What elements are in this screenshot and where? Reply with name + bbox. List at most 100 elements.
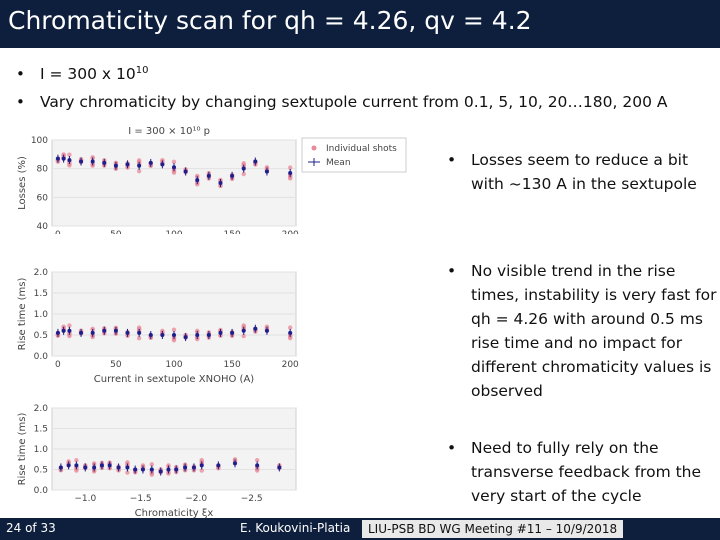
mean-point xyxy=(288,170,293,175)
shot-point xyxy=(61,324,66,329)
y-tick-label: 0.0 xyxy=(34,352,49,362)
shot-point xyxy=(149,462,155,467)
mean-point xyxy=(230,330,235,335)
y-tick-label: 60 xyxy=(37,193,49,203)
shot-point xyxy=(90,155,95,160)
mean-point xyxy=(172,333,176,337)
mean-point xyxy=(58,465,63,470)
bullet-chromaticity-text: Vary chromaticity by changing sextupole … xyxy=(40,93,668,111)
mean-point xyxy=(125,465,130,470)
mean-point xyxy=(113,328,118,333)
y-tick-label: 2.0 xyxy=(34,404,49,414)
chart-title: I = 300 × 10¹⁰ p xyxy=(128,126,210,137)
shot-point xyxy=(241,161,246,166)
shot-point xyxy=(136,158,142,163)
mean-point xyxy=(92,465,97,470)
legend-box xyxy=(301,137,407,173)
mean-point xyxy=(107,463,112,468)
mean-point xyxy=(74,463,79,468)
mean-point xyxy=(206,333,211,337)
footer-author: E. Koukovini-Platia xyxy=(240,521,351,535)
mean-point xyxy=(83,465,88,470)
shot-point xyxy=(199,468,204,473)
legend-shots-label: Individual shots xyxy=(326,144,397,154)
shot-point xyxy=(195,173,200,179)
bullet-chromaticity: • Vary chromaticity by changing sextupol… xyxy=(14,88,667,116)
mean-point xyxy=(102,328,107,333)
mean-point xyxy=(125,162,130,167)
shot-point xyxy=(241,323,246,328)
mean-point xyxy=(79,159,84,164)
shot-point xyxy=(61,152,66,157)
y-axis-label: Rise time (ms) xyxy=(17,278,28,351)
bullet-dot: • xyxy=(16,65,25,83)
bullet-intensity: • I = 300 x 1010 xyxy=(14,60,667,88)
mean-point xyxy=(255,463,260,468)
shot-point xyxy=(136,169,142,174)
shot-point xyxy=(136,325,142,330)
mean-point xyxy=(199,463,204,468)
shot-point xyxy=(254,458,260,463)
mean-point xyxy=(288,330,293,335)
shot-point xyxy=(287,165,293,170)
mean-point xyxy=(149,467,154,472)
x-tick-label: 50 xyxy=(110,230,122,234)
bullet-dot: • xyxy=(447,439,457,457)
right-bullet-losses-text: Losses seem to reduce a bit with ~130 A … xyxy=(471,151,697,193)
mean-point xyxy=(253,159,258,164)
mean-point xyxy=(230,173,235,178)
mean-point xyxy=(99,463,104,468)
footer-bar: 24 of 33 E. Koukovini-Platia LIU-PSB BD … xyxy=(0,518,720,540)
shot-point xyxy=(160,157,165,163)
page-number: 24 of 33 xyxy=(6,521,56,535)
x-tick-label: 50 xyxy=(110,360,122,370)
shot-point xyxy=(264,324,270,329)
mean-point xyxy=(277,465,282,470)
mean-point xyxy=(125,330,130,335)
shot-point xyxy=(67,152,72,157)
y-tick-label: 1.5 xyxy=(34,289,48,299)
legend-shots-marker xyxy=(311,145,317,151)
x-axis-label: Current in sextupole XNOHO (A) xyxy=(94,374,254,385)
shot-point xyxy=(91,461,97,466)
bullet-dot: • xyxy=(447,151,457,169)
x-tick-label: 200 xyxy=(282,230,299,234)
shot-point xyxy=(264,165,270,170)
shot-point xyxy=(171,159,177,165)
mean-point xyxy=(158,469,163,474)
mean-point xyxy=(61,156,66,161)
mean-point xyxy=(172,165,176,170)
bullet-intensity-base: I = 300 x 10 xyxy=(40,65,136,83)
x-tick-label: 150 xyxy=(224,230,241,234)
mean-point xyxy=(253,326,258,331)
x-axis-label: Chromaticity ξx xyxy=(135,508,214,519)
shot-point xyxy=(171,327,177,332)
mean-point xyxy=(137,330,142,335)
mean-point xyxy=(66,463,71,468)
right-bullet-rise-times-text: No visible trend in the rise times, inst… xyxy=(471,262,717,400)
mean-point xyxy=(206,173,211,178)
rise-time-chromaticity-plot: 0.0 0.5 1.0 1.5 2.0 −1.0 −1.5 −2.0 −2.5 Rise time… xyxy=(17,404,297,519)
y-tick-label: 2.0 xyxy=(34,268,49,278)
y-tick-label: 100 xyxy=(31,136,48,146)
mean-point xyxy=(102,160,107,165)
y-tick-label: 1.5 xyxy=(34,425,48,435)
mean-point xyxy=(233,461,237,466)
x-tick-label: 0 xyxy=(55,360,61,370)
shot-point xyxy=(66,459,71,464)
shot-point xyxy=(241,333,246,339)
legend-mean-label: Mean xyxy=(326,158,351,168)
shot-point xyxy=(160,328,165,334)
mean-point xyxy=(137,163,142,168)
shot-point xyxy=(241,171,246,177)
mean-point xyxy=(183,335,188,340)
mean-point xyxy=(183,465,188,470)
x-tick-label: −2.0 xyxy=(185,494,207,504)
mean-point xyxy=(90,330,95,335)
y-tick-label: 0.5 xyxy=(34,466,48,476)
shot-point xyxy=(287,325,293,330)
shot-point xyxy=(67,323,72,328)
mean-point xyxy=(116,465,121,470)
mean-point xyxy=(55,330,60,335)
y-axis-label: Rise time (ms) xyxy=(17,413,28,486)
